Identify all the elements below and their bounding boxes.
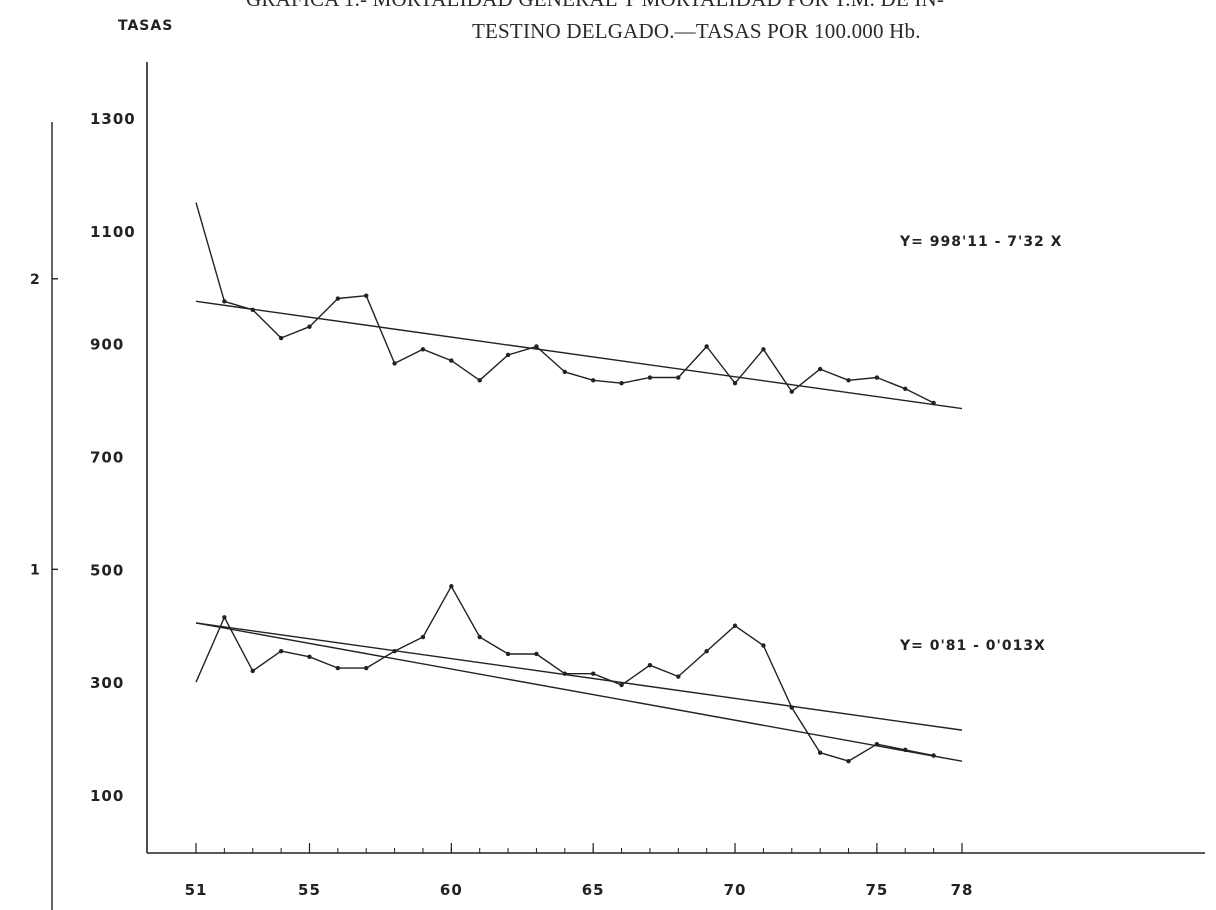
y-tick-label: 1300 (90, 110, 136, 128)
data-point (732, 623, 738, 628)
data-point (250, 307, 255, 313)
data-point (562, 369, 568, 375)
data-point (817, 366, 823, 372)
data-point (761, 347, 766, 352)
data-point (420, 634, 426, 640)
y-tick-label: 300 (90, 674, 124, 692)
data-point (903, 386, 908, 391)
data-point (931, 753, 936, 758)
x-tick-label: 75 (865, 881, 888, 899)
data-point (590, 671, 596, 676)
y-tick-label: 500 (90, 561, 124, 579)
y-tick-label: 900 (90, 336, 124, 354)
y-tick-label: 700 (90, 449, 124, 467)
data-point (704, 344, 709, 349)
data-point (534, 651, 539, 657)
series-points-group (222, 293, 936, 764)
trend-equation-lower: Y= 0'81 - 0'013X (900, 638, 1046, 654)
data-point (846, 378, 851, 383)
data-point (392, 361, 397, 366)
data-point (307, 654, 312, 659)
x-tick-label: 55 (298, 881, 321, 899)
data-point (222, 615, 227, 620)
data-point (647, 375, 653, 380)
data-point (449, 358, 454, 363)
data-point (562, 671, 568, 676)
x-tick-label: 65 (582, 881, 605, 899)
x-tick-label: 51 (185, 881, 208, 899)
data-point (846, 758, 851, 764)
axes-group: 12 (30, 62, 1205, 910)
data-point (278, 648, 284, 654)
data-point (477, 634, 482, 640)
data-point (364, 293, 369, 298)
data-point (420, 347, 426, 352)
data-point (647, 663, 653, 668)
x-tick-label: 78 (951, 881, 974, 899)
data-point (250, 668, 255, 674)
data-point (619, 380, 624, 386)
x-tick-label: 70 (724, 881, 747, 899)
x-tick-label: 60 (440, 881, 463, 899)
series-lines-group (195, 202, 934, 762)
data-point (789, 705, 794, 710)
data-point (676, 674, 681, 679)
data-point (874, 742, 880, 747)
data-point (505, 352, 511, 358)
y-tick-label: 100 (90, 787, 124, 805)
chart-title-line-2: TESTINO DELGADO.—TASAS POR 100.000 Hb. (472, 19, 921, 43)
data-point (534, 344, 539, 349)
data-point (874, 375, 880, 380)
data-point (449, 584, 454, 589)
ticks-group: 100 300 500 700 900 1100 1300 51 55 60 65 70 75 78 (90, 110, 974, 899)
data-point (789, 389, 794, 394)
data-point (505, 651, 511, 657)
trend-lines-group (195, 300, 963, 762)
data-point (222, 299, 227, 304)
y-axis-title: TASAS (118, 18, 174, 34)
data-point (335, 296, 341, 301)
trend-line-3 (195, 622, 963, 731)
data-point (392, 648, 397, 654)
trend-line-2 (195, 622, 963, 762)
data-point (903, 747, 908, 753)
data-point (676, 375, 681, 380)
data-point (364, 665, 369, 671)
data-point (335, 665, 341, 671)
data-point (761, 643, 766, 648)
trend-line-1 (195, 300, 963, 410)
data-point (590, 378, 596, 383)
data-point (817, 750, 823, 755)
y-tick-label: 1100 (90, 223, 136, 241)
data-point (477, 378, 482, 383)
secondary-scale-label: 2 (30, 272, 40, 288)
chart-title-line-1: GRAFICA 1.- MORTALIDAD GENERAL Y MORTALI… (246, 0, 944, 12)
data-point (931, 400, 936, 406)
data-point (619, 682, 624, 688)
trend-equation-upper: Y= 998'11 - 7'32 X (900, 234, 1063, 250)
data-point (732, 380, 738, 386)
data-point (307, 324, 312, 329)
data-point (704, 648, 709, 654)
data-point (278, 335, 284, 341)
secondary-scale-label: 1 (30, 562, 40, 578)
